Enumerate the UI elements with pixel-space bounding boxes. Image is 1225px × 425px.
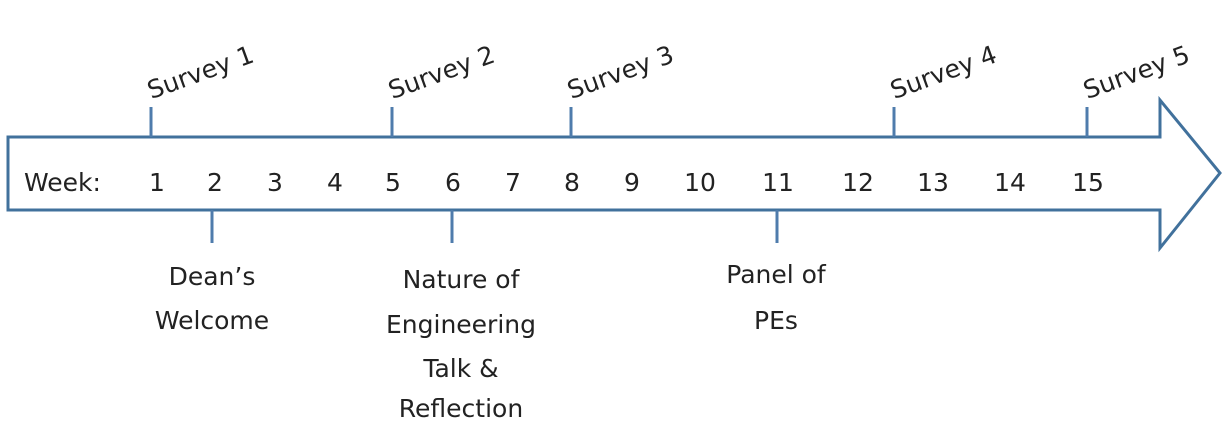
event-label: Dean’s bbox=[169, 262, 256, 291]
week-number: 13 bbox=[917, 168, 949, 197]
survey-label: Survey 2 bbox=[384, 40, 498, 105]
event-label: Welcome bbox=[155, 306, 269, 335]
week-number: 9 bbox=[624, 168, 640, 197]
week-number: 3 bbox=[267, 168, 283, 197]
week-number: 8 bbox=[564, 168, 580, 197]
survey-label: Survey 1 bbox=[143, 40, 257, 105]
week-label: Week: bbox=[24, 168, 101, 197]
timeline-arrow bbox=[6, 95, 1222, 253]
event-label: Nature of bbox=[403, 265, 521, 294]
week-number: 6 bbox=[445, 168, 461, 197]
week-number: 12 bbox=[842, 168, 874, 197]
week-number: 7 bbox=[505, 168, 521, 197]
week-number: 14 bbox=[994, 168, 1026, 197]
week-number: 5 bbox=[385, 168, 401, 197]
event-label: Talk & bbox=[422, 354, 498, 383]
week-number: 15 bbox=[1072, 168, 1104, 197]
survey-label: Survey 5 bbox=[1079, 40, 1193, 105]
week-number: 11 bbox=[762, 168, 794, 197]
survey-label: Survey 3 bbox=[563, 40, 677, 105]
week-number: 2 bbox=[207, 168, 223, 197]
event-label: Panel of bbox=[726, 260, 827, 289]
week-number: 10 bbox=[684, 168, 716, 197]
week-number: 4 bbox=[327, 168, 343, 197]
week-number: 1 bbox=[149, 168, 165, 197]
survey-label: Survey 4 bbox=[886, 40, 1000, 105]
event-label: Reflection bbox=[399, 394, 523, 423]
event-label: Engineering bbox=[386, 310, 536, 339]
event-label: PEs bbox=[754, 306, 798, 335]
